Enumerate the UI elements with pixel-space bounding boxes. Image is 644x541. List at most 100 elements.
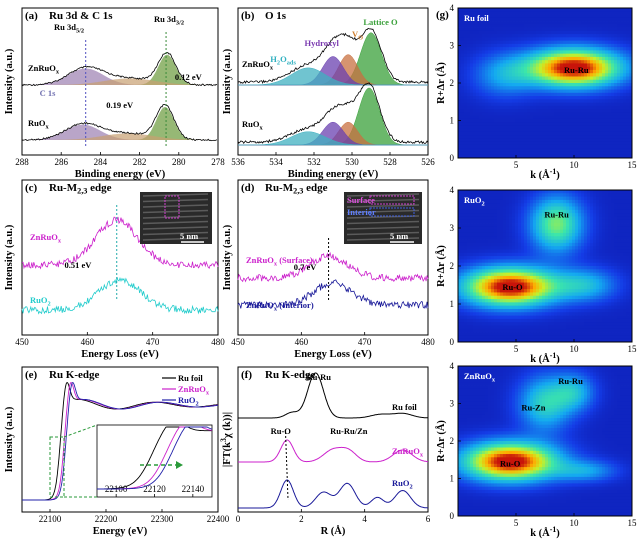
heatmap-cell [557,105,561,110]
heatmap-cell [497,318,501,323]
heatmap-cell [593,30,597,35]
heatmap-cell [515,262,519,267]
heatmap-cell [485,96,489,100]
heatmap-cell [590,86,594,90]
heatmap-cell [524,295,528,300]
heatmap-cell [587,69,591,74]
heatmap-cell [485,125,489,130]
heatmap-cell [593,21,597,25]
heatmap-cell [605,76,609,81]
heatmap-cell [503,73,507,77]
heatmap-cell [602,63,606,68]
heatmap-cell [464,24,468,28]
heatmap-cell [557,144,561,149]
heatmap-cell [581,190,585,194]
heatmap-cell [578,151,582,156]
heatmap-cell [509,190,513,194]
heatmap-cell [551,73,555,77]
heatmap-cell [569,196,573,201]
heatmap-cell [536,102,540,107]
heatmap-cell [506,154,510,159]
heatmap-cell [629,151,633,156]
heatmap-cell [602,102,606,107]
heatmap-cell [524,37,528,42]
heatmap-cell [470,89,474,94]
heatmap-cell [467,56,471,61]
heatmap-cell [524,112,528,117]
series-label: ZnRuOx [392,446,424,459]
heatmap-cell [584,199,588,204]
heatmap-cell [542,151,546,156]
heatmap-cell [518,56,522,61]
heatmap-cell [623,131,627,136]
heatmap-cell [569,79,573,84]
heatmap-cell [473,76,477,81]
heatmap-cell [497,249,501,254]
heatmap-cell [563,305,567,310]
heatmap-cell [614,60,618,64]
heatmap-cell [545,315,549,320]
heatmap-cell [551,272,555,277]
series-label: ZnRuOx (Interior) [246,300,314,313]
heatmap-cell [506,118,510,123]
heatmap-cell [524,21,528,25]
heatmap-cell [491,109,495,113]
heatmap-cell [548,21,552,25]
heatmap-cell [503,27,507,32]
heatmap-cell [530,219,534,224]
heatmap-cell [629,63,633,68]
heatmap-cell [569,99,573,103]
heatmap-cell [587,292,591,297]
heatmap-cell [542,141,546,146]
heatmap-cell [554,206,558,211]
heatmap-cell [569,203,573,207]
heatmap-cell [539,232,543,237]
heatmap-cell [545,242,549,247]
heatmap-cell [473,275,477,280]
heatmap-cell [575,131,579,136]
heatmap-cell [623,92,627,97]
heatmap-cell [461,203,465,207]
heatmap-cell [557,40,561,45]
heatmap-cell [575,73,579,77]
heatmap-cell [536,328,540,333]
heatmap-cell [509,236,513,240]
heatmap-cell [479,60,483,64]
heatmap-cell [533,122,537,126]
heatmap-cell [479,226,483,231]
heatmap-cell [491,40,495,45]
heatmap-cell [494,292,498,297]
heatmap-cell [509,193,513,197]
heatmap-cell [581,199,585,204]
heatmap-cell [458,269,462,273]
heatmap-cell [548,193,552,197]
heatmap-cell [569,141,573,146]
heatmap-cell [626,63,630,68]
heatmap-cell [533,138,537,143]
heatmap-cell [557,86,561,90]
heatmap-cell [482,40,486,45]
heatmap-cell [470,131,474,136]
heatmap-cell [554,203,558,207]
heatmap-cell [539,141,543,146]
heatmap-cell [578,262,582,267]
heatmap-cell [506,138,510,143]
heatmap-cell [527,135,531,139]
heatmap-cell [551,69,555,74]
heatmap-cell [593,105,597,110]
heatmap-cell [485,282,489,287]
heatmap-cell [497,56,501,61]
heatmap-cell [458,229,462,234]
heatmap-cell [473,209,477,214]
heatmap-cell [530,141,534,146]
heatmap-cell [521,262,525,267]
heatmap-cell [545,34,549,38]
heatmap-cell [479,14,483,19]
heatmap-cell [548,86,552,90]
heatmap-cell [623,56,627,61]
heatmap-cell [572,292,576,297]
heatmap-cell [467,252,471,257]
heatmap-cell [626,79,630,84]
heatmap-cell [482,322,486,326]
heatmap-cell [605,50,609,55]
